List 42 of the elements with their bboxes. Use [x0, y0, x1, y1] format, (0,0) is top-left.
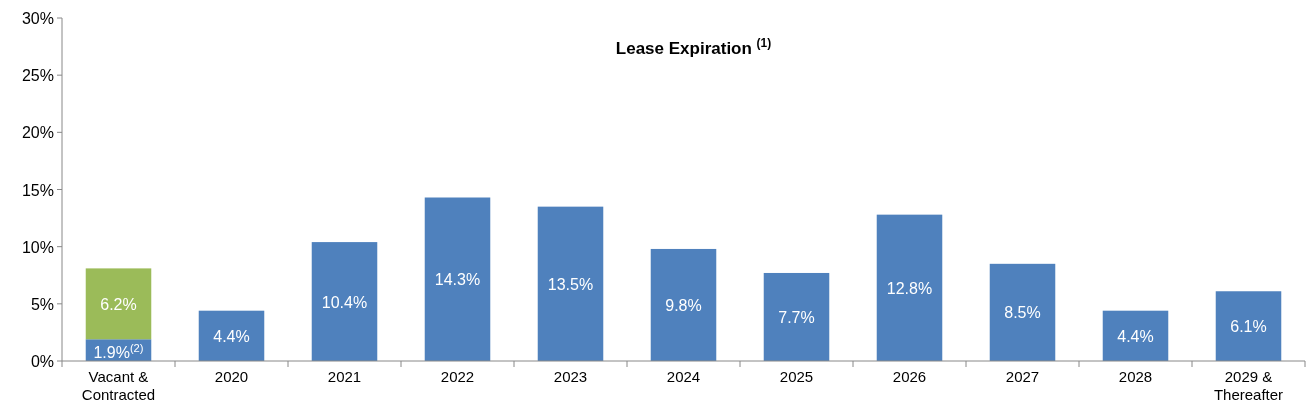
- bar: [311, 242, 378, 361]
- data-label: 4.4%: [1117, 327, 1154, 345]
- bar: [650, 248, 717, 361]
- bar: [876, 214, 943, 361]
- x-tick-label: 2029 & Thereafter: [1213, 368, 1284, 403]
- y-tick-label: 15%: [21, 181, 54, 199]
- bar: [424, 197, 491, 361]
- x-tick-label: 2023: [553, 368, 588, 385]
- x-tick-label: 2028: [1118, 368, 1153, 385]
- y-tick-label: 25%: [21, 67, 54, 85]
- data-label: 1.9%$^{(2)}$: [93, 342, 144, 361]
- data-label: 6.2%: [100, 295, 137, 313]
- data-label: 12.8%: [886, 279, 933, 297]
- y-tick-label: 0%: [30, 353, 54, 370]
- x-tick-label: 2021: [327, 368, 362, 385]
- x-tick-label: 2020: [214, 368, 249, 385]
- data-label: 6.1%: [1230, 318, 1267, 336]
- y-tick-label: 10%: [21, 238, 54, 256]
- data-label: 13.5%: [547, 275, 594, 293]
- x-tick-label: 2027: [1005, 368, 1040, 385]
- data-label: 9.8%: [665, 296, 702, 314]
- bar: [537, 206, 604, 361]
- data-label: 8.5%: [1004, 304, 1041, 322]
- bar: [1102, 310, 1169, 361]
- data-label: 10.4%: [321, 293, 368, 311]
- bar: [763, 272, 830, 361]
- x-tick-label: 2025: [779, 368, 814, 385]
- x-tick-label: 2026: [892, 368, 927, 385]
- bar: [1215, 291, 1282, 361]
- bar: [198, 310, 265, 361]
- data-label: 7.7%: [778, 308, 815, 326]
- data-label: 4.4%: [213, 327, 250, 345]
- x-tick-label: 2022: [440, 368, 475, 385]
- data-label: 14.3%: [434, 271, 481, 289]
- x-tick-label: Vacant & Contracted: [81, 368, 156, 403]
- text: Lease Expiration $^{(1)}$: [615, 36, 772, 58]
- y-tick-label: 5%: [30, 295, 54, 313]
- bar: [989, 263, 1056, 361]
- y-tick-label: 30%: [21, 10, 54, 27]
- bar: [85, 268, 152, 340]
- x-tick-label: 2024: [666, 368, 701, 385]
- y-tick-label: 20%: [21, 124, 54, 142]
